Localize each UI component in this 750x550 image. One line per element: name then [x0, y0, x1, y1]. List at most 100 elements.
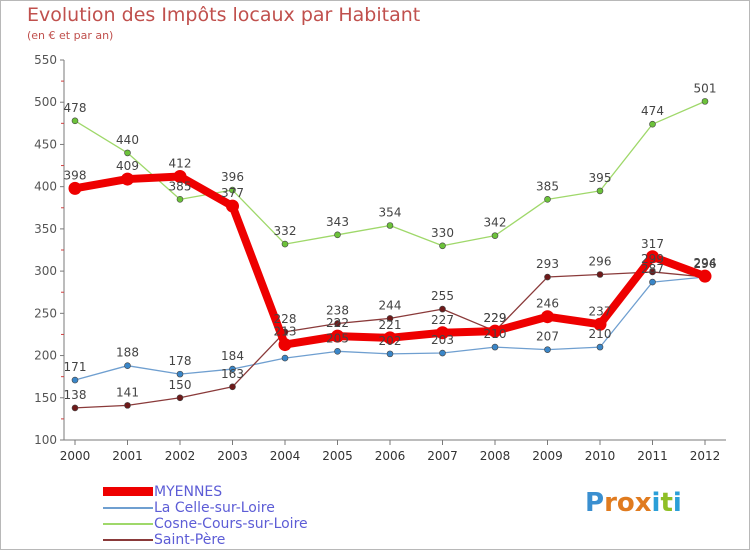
data-label-cosne-cours-sur-loire: 330: [431, 226, 454, 240]
data-point-cosne-cours-sur-loire: [701, 98, 709, 105]
data-label-saint-p-re: 293: [536, 257, 559, 271]
data-point-myennes: [488, 324, 502, 338]
data-label-la-celle-sur-loire: 171: [64, 360, 87, 374]
x-tick-label: 2011: [637, 449, 668, 463]
x-tick-label: 2003: [217, 449, 248, 463]
data-label-myennes: 213: [274, 325, 297, 339]
data-label-saint-p-re: 150: [169, 378, 192, 392]
data-point-cosne-cours-sur-loire: [544, 196, 551, 203]
y-tick-label: 400: [34, 180, 57, 194]
legend-swatch-cosne: [103, 523, 153, 525]
data-point-myennes: [278, 338, 292, 352]
logo-letter: t: [660, 488, 673, 518]
data-point-saint-p-re: [544, 273, 551, 281]
y-tick-label: 150: [34, 391, 57, 405]
data-point-myennes: [121, 172, 134, 186]
data-label-cosne-cours-sur-loire: 354: [379, 206, 402, 220]
data-point-myennes: [173, 170, 187, 184]
data-label-saint-p-re: 228: [274, 312, 297, 326]
data-label-la-celle-sur-loire: 210: [589, 327, 612, 341]
y-tick-label: 350: [34, 222, 57, 236]
legend-swatch-la-celle: [103, 507, 153, 509]
data-label-myennes: 229: [484, 311, 507, 325]
data-point-cosne-cours-sur-loire: [491, 232, 499, 239]
data-label-myennes: 377: [221, 186, 244, 200]
x-tick-label: 2008: [480, 449, 511, 463]
data-point-saint-p-re: [596, 271, 604, 278]
data-label-cosne-cours-sur-loire: 395: [589, 171, 612, 185]
x-tick-label: 2001: [112, 449, 143, 463]
data-label-la-celle-sur-loire: 207: [536, 330, 559, 344]
y-tick-label: 500: [34, 95, 57, 109]
data-point-myennes: [593, 317, 607, 331]
data-point-saint-p-re: [71, 404, 79, 412]
x-tick-label: 2012: [690, 449, 721, 463]
data-label-la-celle-sur-loire: 203: [431, 333, 454, 347]
data-label-myennes: 227: [431, 313, 454, 327]
data-label-myennes: 409: [116, 159, 139, 173]
data-point-la-celle-sur-loire: [176, 370, 184, 378]
data-label-myennes: 317: [641, 237, 664, 251]
data-point-myennes: [436, 326, 449, 340]
data-label-la-celle-sur-loire: 210: [484, 327, 507, 341]
data-point-myennes: [68, 181, 82, 195]
data-point-saint-p-re: [649, 268, 656, 276]
data-label-cosne-cours-sur-loire: 440: [116, 133, 139, 147]
data-label-myennes: 222: [326, 316, 349, 330]
y-tick-label: 100: [34, 433, 57, 447]
y-tick-label: 200: [34, 349, 57, 363]
data-point-la-celle-sur-loire: [491, 343, 499, 351]
data-label-myennes: 246: [536, 297, 559, 311]
y-tick-label: 250: [34, 306, 57, 320]
x-tick-label: 2005: [322, 449, 353, 463]
data-label-myennes: 398: [64, 168, 87, 182]
data-point-la-celle-sur-loire: [124, 362, 131, 369]
logo-letter: r: [604, 488, 617, 518]
x-tick-label: 2000: [60, 449, 91, 463]
data-label-saint-p-re: 255: [431, 289, 454, 303]
data-point-saint-p-re: [334, 320, 341, 327]
data-label-saint-p-re: 163: [221, 367, 244, 381]
logo-letter: x: [634, 488, 652, 518]
x-tick-label: 2009: [532, 449, 563, 463]
data-point-cosne-cours-sur-loire: [176, 196, 184, 203]
data-label-cosne-cours-sur-loire: 343: [326, 215, 349, 229]
legend-swatch-saint-pere: [103, 539, 153, 541]
data-label-saint-p-re: 299: [641, 252, 664, 266]
legend-label-saint-pere: Saint-Père: [154, 532, 226, 548]
data-label-cosne-cours-sur-loire: 332: [274, 224, 297, 238]
data-point-saint-p-re: [176, 394, 184, 402]
data-point-myennes: [226, 199, 239, 213]
data-point-saint-p-re: [386, 315, 394, 322]
y-tick-label: 300: [34, 264, 57, 278]
logo-letter: i: [651, 488, 661, 518]
legend-label-la-celle: La Celle-sur-Loire: [154, 500, 275, 516]
data-point-la-celle-sur-loire: [596, 343, 604, 351]
x-tick-label: 2004: [270, 449, 301, 463]
data-label-cosne-cours-sur-loire: 396: [221, 170, 244, 184]
data-label-saint-p-re: 244: [379, 298, 402, 312]
data-label-la-celle-sur-loire: 184: [221, 349, 244, 363]
data-label-cosne-cours-sur-loire: 501: [694, 81, 717, 95]
data-label-cosne-cours-sur-loire: 342: [484, 216, 507, 230]
x-tick-label: 2010: [585, 449, 616, 463]
logo-letter: i: [672, 488, 682, 518]
proxiti-logo: Proxiti: [585, 488, 682, 518]
data-label-saint-p-re: 141: [116, 385, 139, 399]
legend-label-myennes: MYENNES: [154, 484, 223, 500]
data-point-cosne-cours-sur-loire: [71, 117, 79, 125]
data-label-saint-p-re: 138: [64, 388, 87, 402]
data-label-la-celle-sur-loire: 287: [641, 262, 664, 276]
data-point-la-celle-sur-loire: [439, 349, 446, 357]
data-label-la-celle-sur-loire: 205: [326, 331, 349, 345]
data-point-la-celle-sur-loire: [649, 278, 656, 286]
data-label-saint-p-re: 296: [694, 257, 717, 271]
data-point-cosne-cours-sur-loire: [596, 187, 604, 195]
data-label-cosne-cours-sur-loire: 385: [169, 179, 192, 193]
data-label-la-celle-sur-loire: 188: [116, 346, 139, 360]
logo-letter: o: [616, 488, 635, 518]
data-label-saint-p-re: 229: [484, 311, 507, 325]
data-point-la-celle-sur-loire: [71, 376, 79, 384]
